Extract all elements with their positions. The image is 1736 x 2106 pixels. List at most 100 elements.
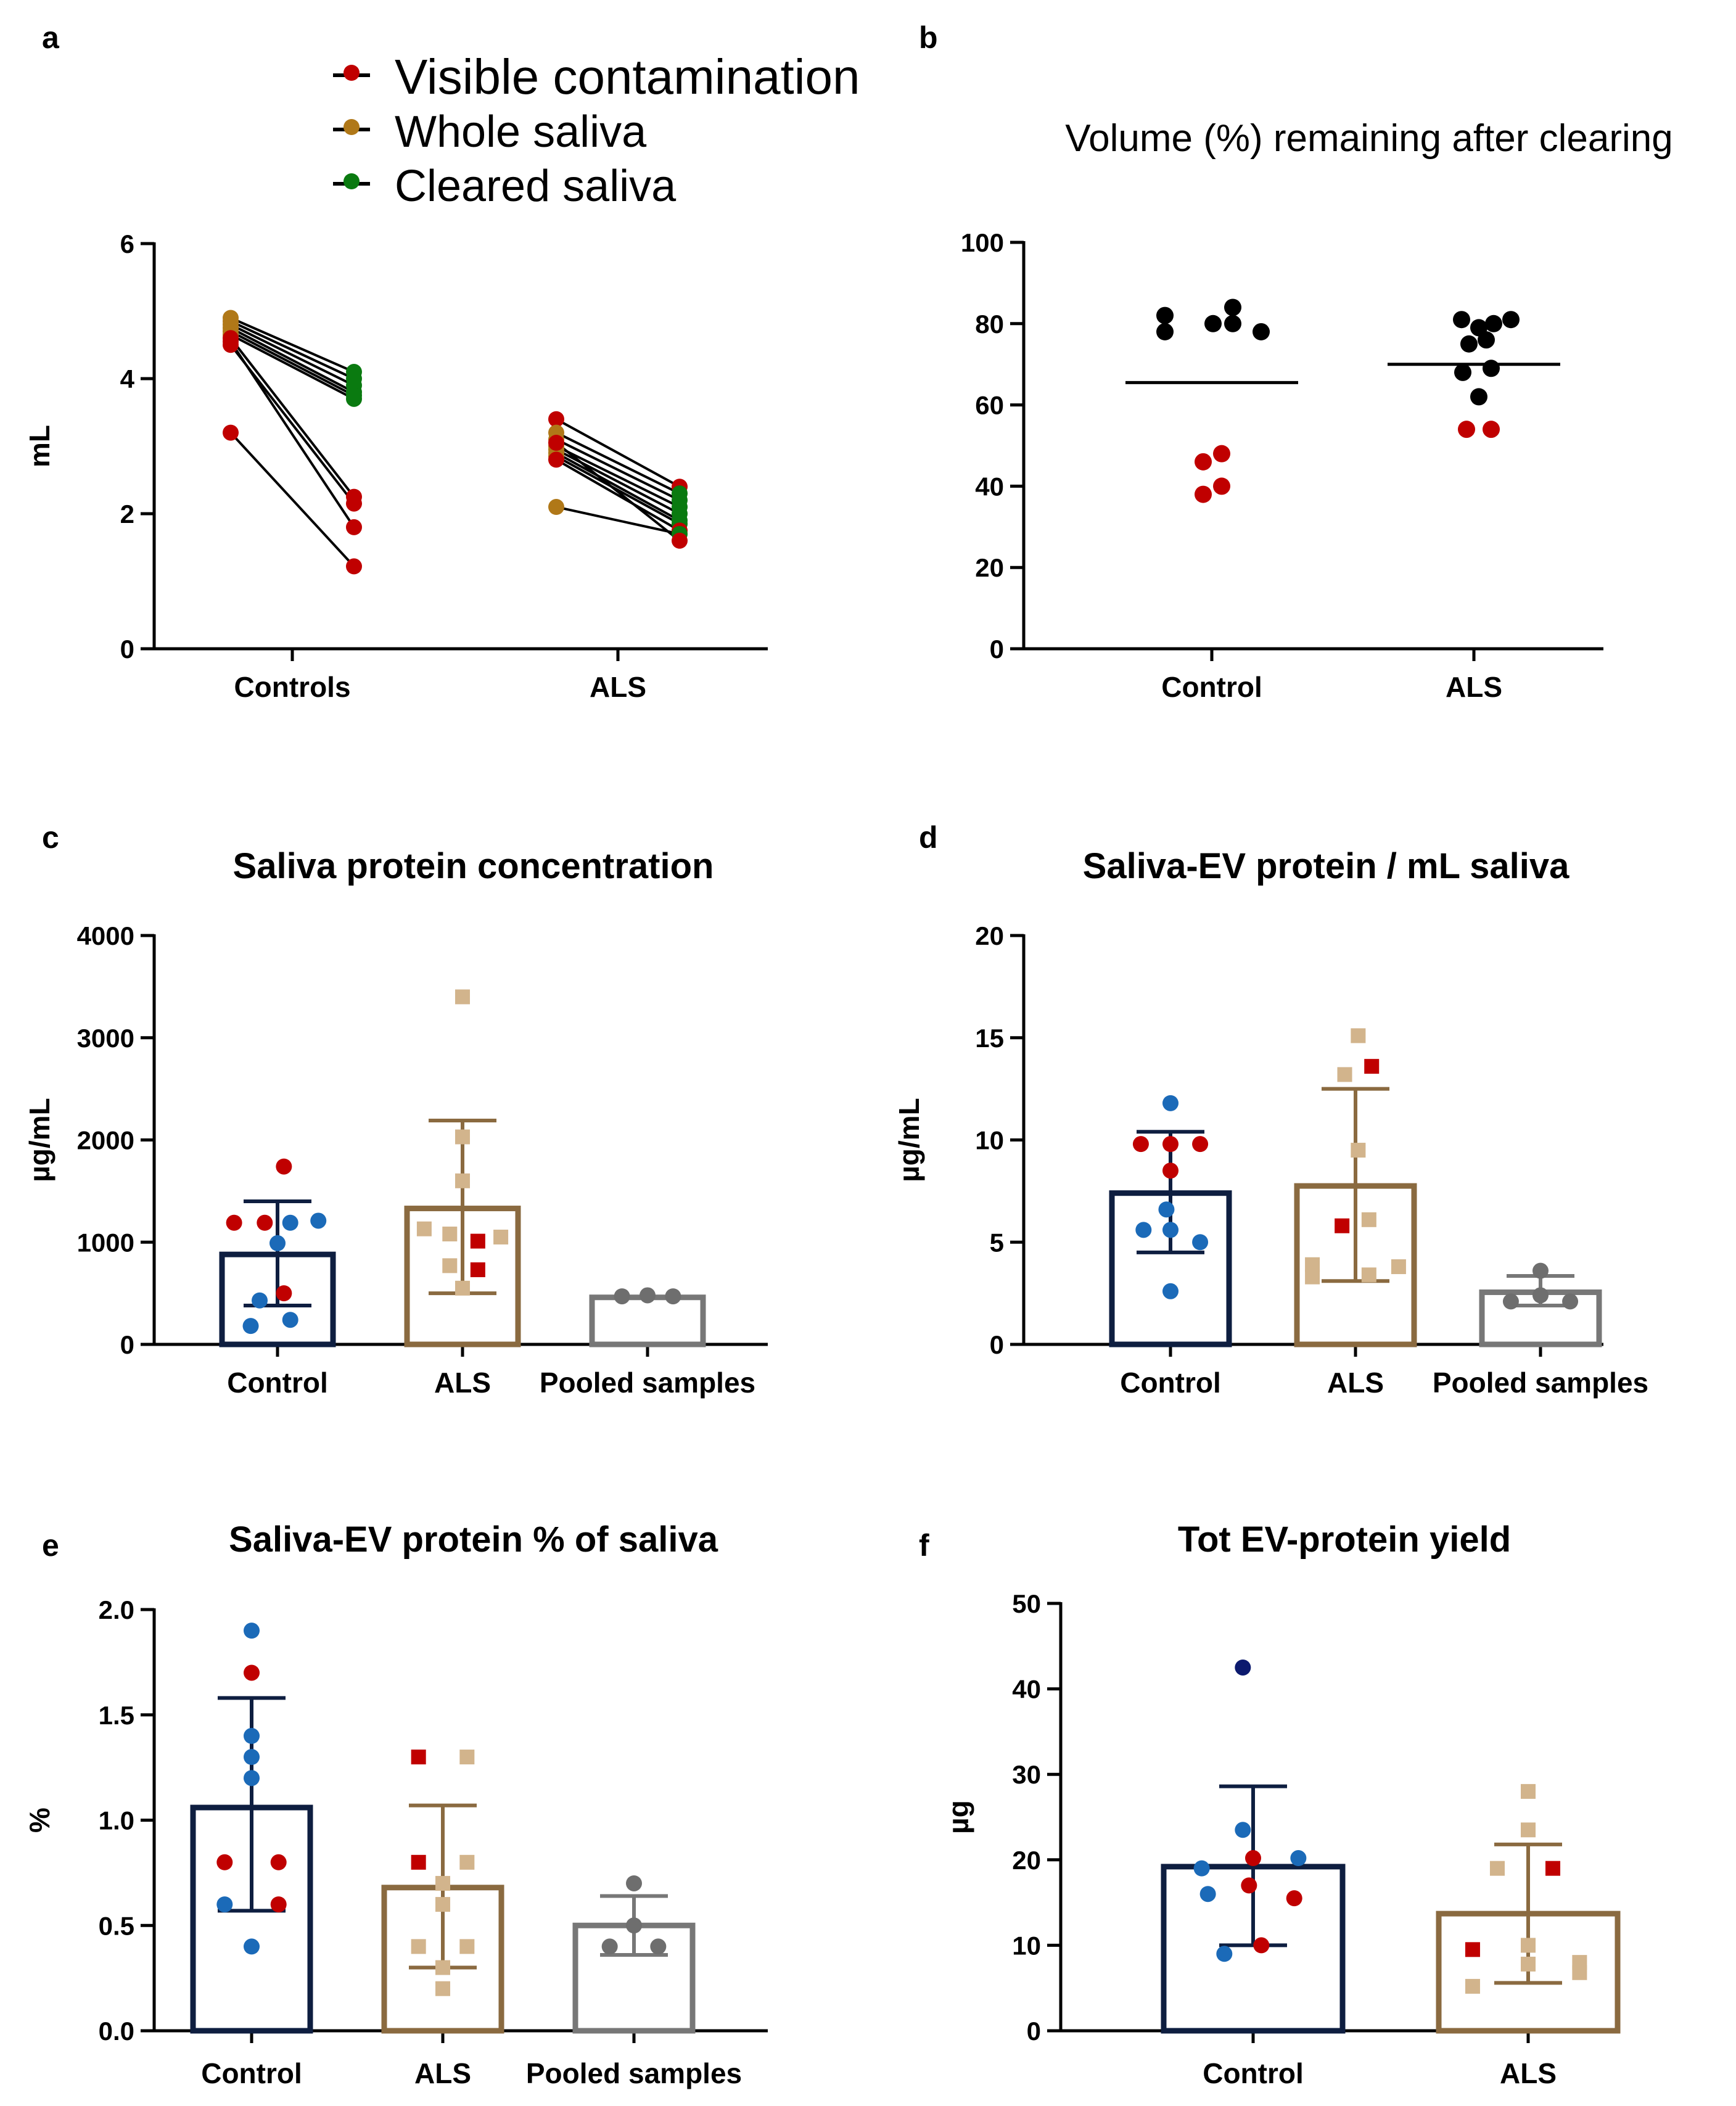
panel-e-y-tick-label: 1.0 — [99, 1806, 134, 1835]
panel-f-point — [1545, 1861, 1561, 1876]
panel-f-point — [1521, 1938, 1536, 1953]
panel-c-y-tick-label: 2000 — [77, 1126, 134, 1155]
panel-c-x-label: Pooled samples — [540, 1367, 755, 1399]
panel-d-point — [1337, 1067, 1352, 1082]
panel-b-point — [1224, 315, 1241, 332]
panel-c-y-tick-label: 3000 — [77, 1024, 134, 1053]
panel-d-point — [1132, 1136, 1149, 1153]
panel-d-y-tick-label: 10 — [975, 1126, 1004, 1155]
panel-a-pair-line — [556, 506, 680, 535]
panel-b-point — [1224, 298, 1241, 316]
panel-c-point — [640, 1287, 656, 1304]
panel-f-point — [1572, 1965, 1587, 1980]
panel-e-point — [244, 1727, 260, 1744]
panel-d-point — [1158, 1201, 1175, 1218]
panel-f-letter: f — [919, 1528, 929, 1563]
panel-f-point — [1521, 1783, 1536, 1799]
panel-e-point — [244, 1749, 260, 1766]
panel-d-point — [1364, 1059, 1380, 1074]
panel-b-point — [1453, 311, 1470, 329]
panel-e-point — [435, 1960, 450, 1975]
panel-e-point — [411, 1854, 426, 1870]
panel-e-point — [244, 1770, 260, 1787]
panel-b-point — [1454, 363, 1471, 381]
panel-f-x-label: Control — [1203, 2057, 1304, 2089]
panel-f: f Tot EV-protein yield 0 10 20 30 40 50 Control A… — [919, 1520, 1621, 2089]
panel-b-y-tick-label: 100 — [961, 228, 1004, 257]
panel-c-point — [282, 1214, 298, 1231]
panel-c-x-label: Control — [227, 1367, 328, 1399]
panel-a-whole-saliva-point — [548, 435, 564, 451]
legend-marker — [343, 173, 360, 189]
panel-f-point — [1290, 1850, 1307, 1867]
panel-e-point — [216, 1896, 233, 1913]
panel-d-point — [1502, 1293, 1519, 1310]
panel-f-x-label: ALS — [1500, 2057, 1557, 2089]
panel-b-point — [1213, 445, 1230, 463]
panel-d-y-tick-label: 0 — [990, 1330, 1004, 1359]
panel-d-point — [1361, 1212, 1376, 1227]
panel-b-point — [1483, 360, 1500, 377]
panel-d-point — [1335, 1218, 1350, 1233]
panel-a-pair-line — [230, 320, 355, 380]
panel-b-x-label: Control — [1161, 671, 1262, 703]
panel-b-point — [1502, 311, 1520, 329]
panel-e-x-label: Control — [201, 2057, 302, 2089]
panel-d-point — [1162, 1222, 1179, 1238]
panel-a-pair-line — [555, 442, 681, 542]
panel-c-point — [455, 1280, 470, 1296]
panel-c-point — [614, 1288, 630, 1305]
panel-f-point — [1216, 1946, 1233, 1962]
panel-b-y-tick-label: 0 — [990, 635, 1004, 664]
panel-a-pair-line — [230, 323, 355, 387]
panel-d-point — [1162, 1095, 1179, 1111]
panel-b-point — [1485, 315, 1502, 332]
panel-a-y-tick-label: 4 — [120, 364, 135, 393]
panel-a-pair-line — [556, 448, 680, 515]
panel-d-point — [1532, 1287, 1549, 1304]
panel-a-pair-line — [556, 458, 680, 532]
panel-a-pair-line — [556, 451, 680, 522]
panel-b-point — [1478, 331, 1495, 349]
panel-a-pair-line — [230, 316, 355, 373]
panel-e-point — [459, 1750, 475, 1765]
panel-f-title: Tot EV-protein yield — [1178, 1520, 1511, 1560]
panel-e-point — [244, 1664, 260, 1681]
panel-e-point — [216, 1854, 233, 1870]
panel-e-point — [411, 1750, 426, 1765]
panel-c-point — [282, 1312, 298, 1328]
panel-d-y-tick-label: 15 — [975, 1024, 1004, 1053]
panel-c-point — [416, 1221, 432, 1236]
panel-d-point — [1532, 1262, 1549, 1279]
panel-c-point — [470, 1262, 485, 1278]
panel-a-cleared-saliva-point — [346, 390, 362, 407]
panel-a-whole-saliva-point — [223, 333, 239, 350]
panel-f-y-tick-label: 30 — [1012, 1760, 1041, 1789]
panel-a-pair-line — [230, 327, 355, 393]
panel-e-y-tick-label: 1.5 — [99, 1701, 134, 1730]
panel-d-point — [1562, 1293, 1579, 1310]
panel-b-y-tick-label: 40 — [975, 472, 1004, 501]
panel-e-y-tick-label: 0.5 — [99, 1911, 134, 1940]
panel-b-point — [1195, 485, 1212, 503]
panel-d-point — [1351, 1143, 1366, 1158]
panel-d-y-tick-label: 20 — [975, 921, 1004, 950]
panel-d-x-label: Control — [1120, 1367, 1221, 1399]
panel-d-point — [1135, 1222, 1152, 1238]
panel-b-point — [1470, 388, 1487, 406]
panel-f-point — [1521, 1822, 1536, 1838]
panel-d-point — [1351, 1028, 1366, 1043]
panel-b-point — [1460, 335, 1478, 353]
panel-f-point — [1465, 1942, 1480, 1957]
panel-e-point — [459, 1939, 475, 1954]
panel-e-point — [435, 1897, 450, 1912]
panel-a-whole-saliva-point — [223, 424, 239, 441]
panel-e-y-tick-label: 2.0 — [99, 1595, 134, 1624]
panel-f-y-label: µg — [942, 1800, 974, 1834]
legend-label: Visible contamination — [395, 49, 860, 104]
panel-f-y-tick-label: 0 — [1027, 2017, 1041, 2046]
panel-a-y-label: mL — [23, 425, 56, 467]
panel-c-point — [493, 1229, 509, 1244]
panel-d-point — [1162, 1162, 1179, 1179]
panel-f-y-tick-label: 10 — [1012, 1931, 1041, 1960]
